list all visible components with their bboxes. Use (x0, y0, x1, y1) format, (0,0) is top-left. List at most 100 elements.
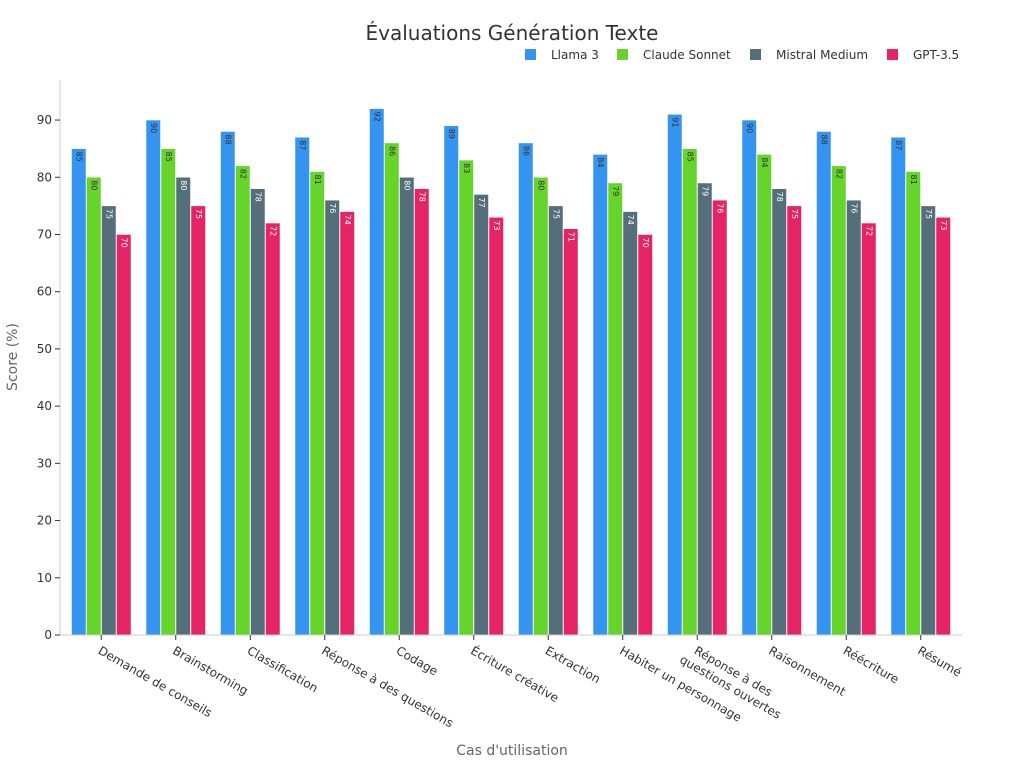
bar (190, 205, 206, 636)
bar-value-label: 85 (685, 152, 694, 162)
bar (756, 154, 772, 636)
y-tick-label: 10 (37, 571, 52, 585)
legend-swatch (617, 49, 628, 60)
legend-swatch (525, 49, 536, 60)
bar (250, 188, 266, 636)
bar (488, 217, 504, 636)
bar-value-label: 72 (864, 226, 873, 236)
legend-item: Mistral Medium (750, 48, 868, 62)
bar (369, 108, 385, 636)
bar (592, 154, 608, 636)
bar (235, 165, 251, 636)
x-axis-label: Cas d'utilisation (456, 743, 568, 759)
bar (399, 177, 415, 636)
bar-value-label: 86 (387, 146, 396, 156)
bar (309, 171, 325, 636)
y-tick-label: 50 (37, 342, 52, 356)
bar-value-label: 83 (462, 163, 471, 173)
bar-value-label: 78 (253, 192, 262, 202)
legend-label: Mistral Medium (776, 48, 868, 62)
bar (384, 142, 400, 636)
bar (518, 142, 534, 636)
bar-value-label: 80 (402, 180, 411, 190)
bar (861, 222, 877, 636)
bar (414, 188, 430, 636)
bar (86, 177, 102, 636)
legend-label: Llama 3 (551, 48, 599, 62)
bar (667, 114, 683, 636)
bar-value-label: 73 (492, 220, 501, 230)
bar-value-label: 84 (596, 157, 605, 167)
x-tick-label: Classification (245, 643, 321, 695)
legend-label: Claude Sonnet (643, 48, 731, 62)
legend-item: Claude Sonnet (617, 48, 731, 62)
bar (846, 199, 862, 636)
y-axis: 0 10 20 30 40 50 60 70 80 90 (37, 80, 61, 642)
bar (622, 211, 638, 636)
bar-value-label: 91 (670, 117, 679, 127)
bar (920, 205, 936, 636)
bar-value-label: 73 (939, 220, 948, 230)
legend-label: GPT-3.5 (913, 48, 959, 62)
bar (71, 148, 87, 636)
bar (697, 182, 713, 636)
y-tick-label: 20 (37, 514, 52, 528)
bar-value-label: 74 (626, 215, 635, 225)
bars: 85 80 75 70 90 85 80 75 88 82 78 72 87 81 76 74 92 86 80 78… (71, 108, 951, 636)
bar-value-label: 80 (536, 180, 545, 190)
bar-value-label: 85 (74, 152, 83, 162)
bar-value-label: 75 (924, 209, 933, 219)
bar-value-label: 87 (298, 140, 307, 150)
bar-value-label: 70 (119, 237, 128, 247)
bar (339, 211, 355, 636)
bar-value-label: 76 (715, 203, 724, 213)
bar-value-label: 78 (775, 192, 784, 202)
legend-swatch (887, 49, 898, 60)
bar (563, 228, 579, 636)
bar (220, 131, 236, 636)
bar-value-label: 75 (104, 209, 113, 219)
bar-value-label: 75 (194, 209, 203, 219)
bar-value-label: 74 (343, 215, 352, 225)
bar-value-label: 90 (745, 123, 754, 133)
bar (160, 148, 176, 636)
bar-value-label: 88 (819, 134, 828, 144)
bar (905, 171, 921, 636)
bar (607, 182, 623, 636)
bar (712, 199, 728, 636)
bar-value-label: 82 (834, 169, 843, 179)
bar-value-label: 70 (641, 237, 650, 247)
bar-value-label: 71 (566, 232, 575, 242)
bar-value-label: 75 (790, 209, 799, 219)
x-axis: Demande de conseilsBrainstormingClassifi… (60, 634, 964, 730)
chart-title: Évaluations Génération Texte (366, 21, 659, 45)
bar (458, 159, 474, 636)
bar (324, 199, 340, 636)
bar-value-label: 77 (477, 197, 486, 207)
bar-value-label: 75 (551, 209, 560, 219)
bar-value-label: 76 (328, 203, 337, 213)
y-tick-label: 40 (37, 399, 52, 413)
x-tick-label: Réponse à des questions (319, 643, 455, 730)
x-tick-label: Codage (394, 643, 441, 678)
bar-value-label: 86 (521, 146, 530, 156)
y-tick-label: 60 (37, 285, 52, 299)
legend: Llama 3 Claude Sonnet Mistral Medium GPT-3.… (525, 48, 959, 62)
bar (935, 217, 951, 636)
bar (175, 177, 191, 636)
y-tick-label: 80 (37, 170, 52, 184)
x-tick-label: Réécriture (841, 643, 902, 686)
y-tick-label: 90 (37, 113, 52, 127)
bar-value-label: 78 (417, 192, 426, 202)
bar (786, 205, 802, 636)
bar (831, 165, 847, 636)
bar-value-label: 81 (313, 175, 322, 185)
bar (890, 136, 906, 636)
x-tick-label: Extraction (543, 643, 603, 686)
bar (101, 205, 117, 636)
y-axis-label: Score (%) (5, 323, 21, 391)
bar (294, 136, 310, 636)
bar-value-label: 92 (372, 112, 381, 122)
